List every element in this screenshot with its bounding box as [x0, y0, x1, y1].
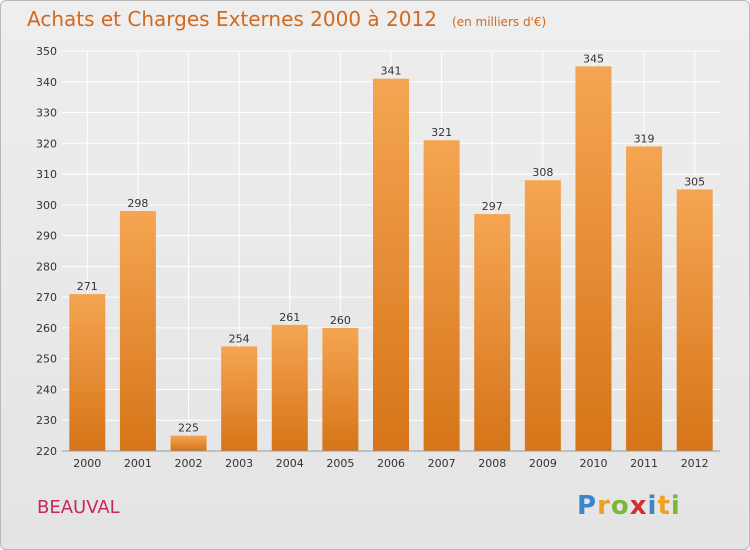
x-tick-label: 2011 [630, 457, 658, 470]
logo-letter: i [647, 491, 658, 521]
y-tick-label: 310 [36, 168, 57, 181]
data-labels: 271 298 225 254 261 260 341 321 297 308 345 319 305 [77, 52, 705, 434]
bar-2006 [373, 78, 409, 451]
x-tick-label: 2005 [326, 457, 354, 470]
bar-2004 [271, 324, 308, 451]
bars [69, 66, 713, 451]
y-tick-label: 300 [36, 199, 57, 212]
y-tick-label: 290 [36, 230, 57, 243]
bar-2007 [423, 140, 460, 451]
data-label: 297 [482, 200, 503, 213]
data-label: 298 [127, 197, 148, 210]
data-label: 345 [583, 52, 604, 65]
data-label: 341 [381, 65, 402, 78]
chart-title: Achats et Charges Externes 2000 à 2012 [27, 7, 437, 31]
y-tick-label: 220 [36, 445, 57, 458]
data-label: 321 [431, 126, 452, 139]
x-tick-label: 2008 [478, 457, 506, 470]
y-tick-label: 330 [36, 107, 57, 120]
bar-2002 [170, 435, 207, 451]
data-label: 308 [532, 166, 553, 179]
logo-letter: o [610, 491, 630, 521]
y-tick-label: 320 [36, 137, 57, 150]
logo-letter: r [597, 491, 611, 521]
bar-2001 [119, 211, 156, 451]
x-tick-label: 2009 [529, 457, 557, 470]
x-tick-label: 2012 [681, 457, 709, 470]
y-axis: 220 230 240 250 260 270 280 290 300 310 320 330 340 3… [36, 45, 57, 458]
data-label: 305 [684, 175, 705, 188]
y-tick-label: 350 [36, 45, 57, 58]
proxiti-logo: Proxiti [577, 491, 681, 521]
y-tick-label: 240 [36, 383, 57, 396]
x-tick-label: 2001 [124, 457, 152, 470]
logo-letter: i [670, 491, 681, 521]
bar-2008 [474, 214, 511, 451]
chart-header: Achats et Charges Externes 2000 à 2012 (… [27, 7, 546, 31]
chart-unit: (en milliers d'€) [452, 15, 547, 29]
x-tick-label: 2010 [579, 457, 607, 470]
bar-2003 [221, 346, 258, 451]
data-label: 271 [77, 280, 98, 293]
bar-2009 [524, 180, 561, 451]
x-tick-label: 2000 [73, 457, 101, 470]
bar-2000 [69, 294, 106, 451]
y-tick-label: 260 [36, 322, 57, 335]
y-tick-label: 280 [36, 260, 57, 273]
x-tick-label: 2007 [428, 457, 456, 470]
x-tick-label: 2006 [377, 457, 405, 470]
data-label: 319 [634, 132, 655, 145]
data-label: 260 [330, 314, 351, 327]
x-tick-label: 2003 [225, 457, 253, 470]
y-tick-label: 340 [36, 76, 57, 89]
y-tick-label: 270 [36, 291, 57, 304]
bar-2005 [322, 327, 359, 451]
commune-name: BEAUVAL [37, 497, 120, 518]
y-tick-label: 230 [36, 414, 57, 427]
bar-2012 [676, 189, 713, 451]
bar-2010 [575, 66, 612, 451]
data-label: 254 [229, 332, 250, 345]
data-label: 225 [178, 422, 199, 435]
x-tick-label: 2002 [175, 457, 203, 470]
bar-2011 [626, 146, 663, 451]
logo-letter: x [629, 491, 648, 521]
x-tick-label: 2004 [276, 457, 304, 470]
y-tick-label: 250 [36, 353, 57, 366]
logo-letter: t [657, 491, 671, 521]
x-axis: 2000 2001 2002 2003 2004 2005 2006 2007 2008 2009… [62, 450, 720, 470]
logo-letter: P [577, 491, 598, 521]
data-label: 261 [279, 311, 300, 324]
